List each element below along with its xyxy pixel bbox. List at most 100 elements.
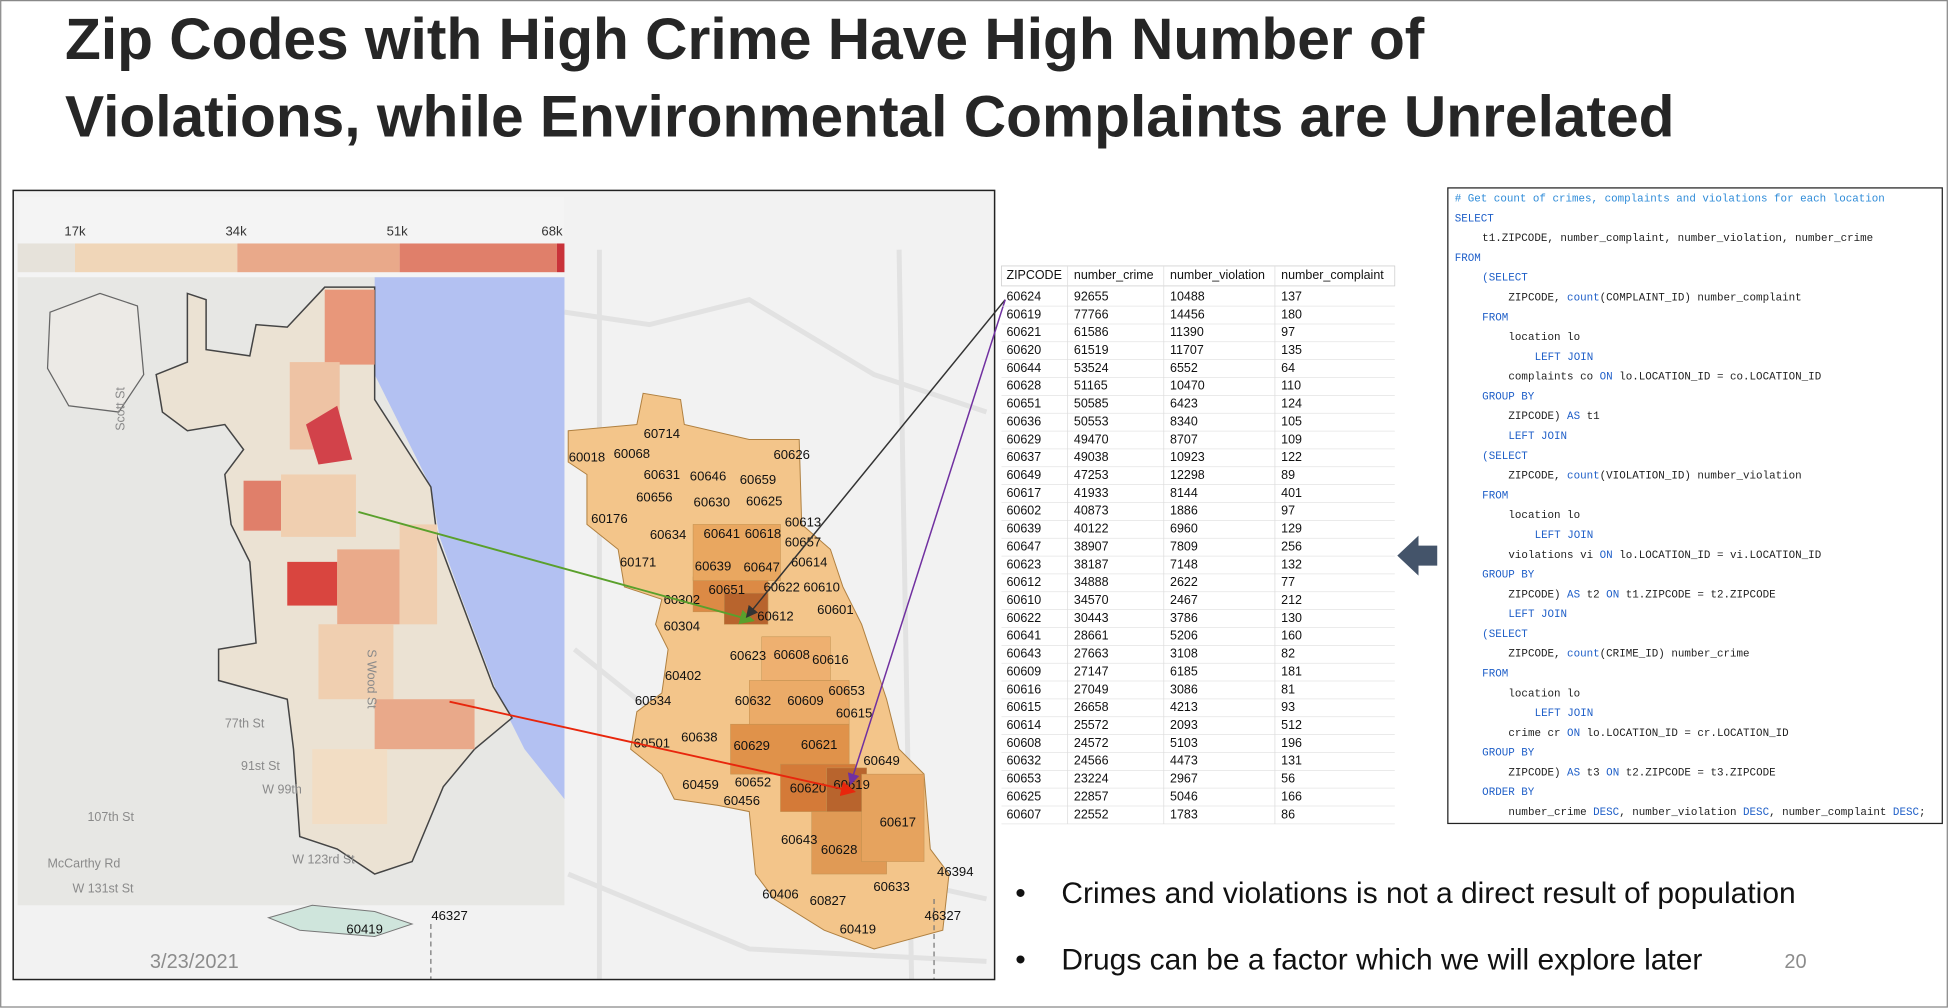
table-cell: 64: [1281, 361, 1295, 375]
table-cell: 27049: [1074, 682, 1109, 696]
table-cell: 2467: [1170, 593, 1198, 607]
table-cell: 10488: [1170, 289, 1205, 303]
zip-label: 60659: [740, 472, 776, 487]
code-text: t1: [1580, 411, 1600, 423]
table-cell: 109: [1281, 432, 1302, 446]
table-cell: 81: [1281, 682, 1295, 696]
footer-date: 3/23/2021: [150, 951, 239, 973]
table-cell: 28661: [1074, 629, 1109, 643]
code-text: violations vi: [1508, 550, 1599, 562]
zip-label: 60614: [791, 555, 827, 570]
table-cell: 60612: [1006, 575, 1041, 589]
code-text: lo.LOCATION_ID = cr.LOCATION_ID: [1580, 728, 1789, 740]
zip-label: 60625: [746, 493, 782, 508]
zip-label: 60609: [787, 693, 823, 708]
zip-label: 60406: [762, 887, 798, 902]
table-cell: 8707: [1170, 432, 1198, 446]
code-text: t1.ZIPCODE = t2.ZIPCODE: [1619, 589, 1775, 601]
code-keyword: count: [1567, 470, 1600, 482]
code-keyword: LEFT JOIN: [1508, 609, 1567, 621]
code-keyword: ON: [1600, 372, 1613, 384]
table-cell: 77766: [1074, 307, 1109, 321]
zip-label: 60623: [730, 648, 766, 663]
code-text: lo.LOCATION_ID = co.LOCATION_ID: [1613, 372, 1822, 384]
zip-label: 60534: [635, 693, 671, 708]
street-label: 91st St: [241, 759, 280, 773]
table-header-bg: [1001, 265, 1396, 287]
zip-label: 60601: [817, 602, 853, 617]
table-cell: 60621: [1006, 325, 1041, 339]
arrow: [358, 511, 755, 625]
table-cell: 56: [1281, 772, 1295, 786]
left-arrow-icon: [1397, 535, 1438, 576]
zip-label: 60639: [695, 558, 731, 573]
code-text: (COMPLAINT_ID) number_complaint: [1600, 292, 1802, 304]
table-cell: 22552: [1074, 807, 1109, 821]
table-cell: 38187: [1074, 557, 1109, 571]
zip-label: 60651: [709, 582, 745, 597]
table-cell: 60615: [1006, 700, 1041, 714]
code-keyword: DESC: [1743, 807, 1770, 819]
table-cell: 5206: [1170, 629, 1198, 643]
code-line: GROUP BY: [1482, 748, 1535, 760]
zip-label: 60610: [803, 580, 839, 595]
zip-label: 60630: [694, 495, 730, 510]
legend-tick-label: 68k: [541, 224, 563, 239]
code-line: ZIPCODE) AS t2 ON t1.ZIPCODE = t2.ZIPCOD…: [1508, 589, 1775, 601]
code-text: t2: [1580, 589, 1606, 601]
table-cell: 27147: [1074, 664, 1109, 678]
table-cell: 50553: [1074, 414, 1109, 428]
zip-label: 46394: [937, 864, 973, 879]
code-text: location lo: [1508, 688, 1580, 700]
table-cell: 60651: [1006, 397, 1041, 411]
table-cell: 60623: [1006, 557, 1041, 571]
code-line: GROUP BY: [1482, 569, 1535, 581]
code-line: (SELECT: [1482, 451, 1528, 463]
code-line: FROM: [1482, 312, 1508, 324]
table-cell: 129: [1281, 522, 1302, 536]
legend-tick-label: 51k: [387, 224, 409, 239]
table-cell: 60641: [1006, 629, 1041, 643]
zip-label: 60176: [591, 511, 627, 526]
zip-label: 60631: [644, 467, 680, 482]
table-cell: 47253: [1074, 468, 1109, 482]
code-line: ORDER BY: [1482, 787, 1535, 799]
table-header: ZIPCODE: [1006, 268, 1061, 282]
table-cell: 122: [1281, 450, 1302, 464]
code-text: ZIPCODE): [1508, 411, 1567, 423]
table-cell: 3786: [1170, 611, 1198, 625]
table-cell: 105: [1281, 414, 1302, 428]
table-cell: 60647: [1006, 539, 1041, 553]
table-cell: 60643: [1006, 647, 1041, 661]
zip-label: 60618: [745, 526, 781, 541]
code-line: LEFT JOIN: [1535, 352, 1594, 364]
table-cell: 130: [1281, 611, 1302, 625]
code-keyword: LEFT JOIN: [1535, 352, 1594, 364]
table-cell: 124: [1281, 397, 1302, 411]
code-text: t3: [1580, 767, 1606, 779]
table-cell: 38907: [1074, 539, 1109, 553]
map-labels: 17k 34k 51k 68k Scott St S Wood St 77th St 91st…: [48, 224, 974, 937]
table-cell: 180: [1281, 307, 1302, 321]
table-cell: 401: [1281, 486, 1302, 500]
table-header: number_violation: [1170, 268, 1265, 282]
zip-label: 60613: [785, 515, 821, 530]
table-cell: 132: [1281, 557, 1302, 571]
table-cell: 61586: [1074, 325, 1109, 339]
zip-label: 60616: [812, 652, 848, 667]
table-cell: 26658: [1074, 700, 1109, 714]
code-keyword: ON: [1606, 767, 1619, 779]
table-cell: 92655: [1074, 289, 1109, 303]
bullet-dot: •: [1015, 943, 1026, 976]
table-cell: 3086: [1170, 682, 1198, 696]
zip-label: 60641: [704, 526, 740, 541]
code-keyword: DESC: [1893, 807, 1920, 819]
code-line: (SELECT: [1482, 273, 1528, 285]
table-cell: 40122: [1074, 522, 1109, 536]
map: 17k 34k 51k 68k Scott St S Wood St 77th St 91st…: [13, 191, 994, 979]
zip-label: 60652: [735, 774, 771, 789]
code-keyword: (SELECT: [1482, 451, 1528, 463]
